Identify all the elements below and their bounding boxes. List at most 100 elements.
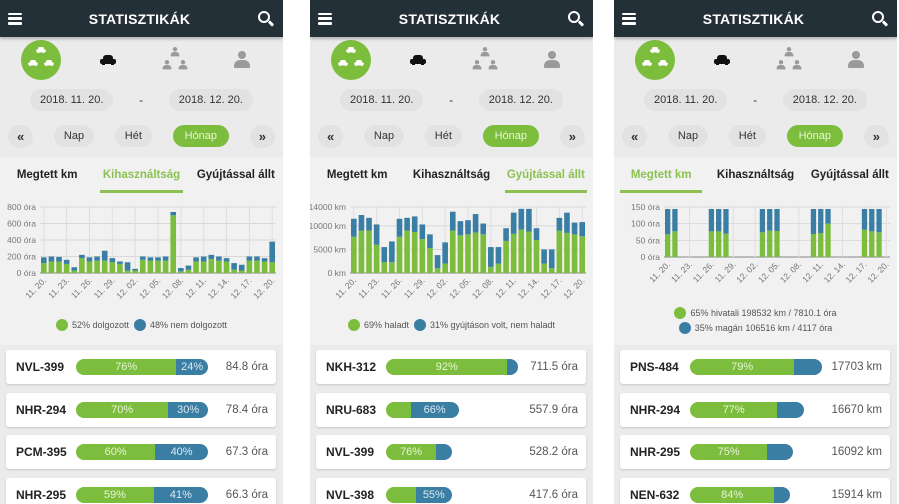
- search-icon[interactable]: [871, 10, 889, 28]
- next-period-button[interactable]: »: [249, 124, 275, 148]
- vehicle-value: 66.3 óra: [225, 488, 268, 501]
- phone-screen-1: STATISZTIKÁK: [0, 0, 283, 504]
- mode-vehicle-button[interactable]: [88, 40, 128, 80]
- period-week-button[interactable]: Hét: [728, 125, 766, 147]
- date-to-picker[interactable]: 2018. 12. 20.: [168, 89, 253, 111]
- period-month-button[interactable]: Hónap: [786, 125, 844, 147]
- next-period-button[interactable]: »: [559, 124, 585, 148]
- svg-text:600 óra: 600 óra: [7, 219, 36, 229]
- mode-groups-button[interactable]: [155, 40, 195, 80]
- mode-groups-button[interactable]: [465, 40, 505, 80]
- progress-green-segment: 77%: [690, 401, 778, 418]
- svg-text:12. 14.: 12. 14.: [515, 275, 540, 300]
- tab-utilization[interactable]: Kihasználtság: [94, 157, 188, 193]
- progress-green-segment: 76%: [76, 359, 177, 375]
- vehicle-value: 711.5 óra: [530, 361, 578, 373]
- mode-user-button[interactable]: [532, 40, 572, 80]
- hamburger-icon[interactable]: [622, 12, 636, 25]
- chart-legend: 69% haladt 31% gyújtáson volt, nem haladt: [310, 319, 593, 331]
- legend-item: 35% magán 106516 km / 4117 óra: [678, 322, 832, 334]
- svg-text:11. 20.: 11. 20.: [333, 275, 358, 300]
- mode-fleet-button[interactable]: [635, 39, 676, 80]
- mode-fleet-button[interactable]: [331, 39, 372, 80]
- period-day-button[interactable]: Nap: [53, 125, 95, 147]
- page-title: STATISZTIKÁK: [88, 10, 191, 27]
- tab-idle-ignition[interactable]: Gyújtással állt: [499, 157, 593, 193]
- app-header: STATISZTIKÁK: [614, 0, 897, 37]
- svg-text:12. 17.: 12. 17.: [228, 275, 253, 300]
- tab-idle-ignition[interactable]: Gyújtással állt: [810, 169, 889, 181]
- tab-utilization[interactable]: Kihasználtság: [412, 169, 491, 181]
- person-icon: [847, 50, 864, 69]
- vehicle-list-item[interactable]: PNS-484 79% 17703 km: [620, 350, 890, 384]
- search-icon[interactable]: [257, 10, 275, 28]
- period-week-button[interactable]: Hét: [114, 125, 152, 147]
- period-month-button[interactable]: Hónap: [172, 125, 230, 147]
- vehicle-list-item[interactable]: NRU-683 66% 557.9 óra: [316, 392, 586, 427]
- mode-user-button[interactable]: [222, 40, 262, 80]
- mode-fleet-button[interactable]: [21, 39, 62, 80]
- vehicle-list-item[interactable]: NEN-632 84% 15914 km: [620, 477, 890, 504]
- tab-distance[interactable]: Megtett km: [326, 169, 388, 181]
- vehicle-list-item[interactable]: NHR-294 77% 16670 km: [620, 392, 890, 427]
- vehicle-list-item[interactable]: NVL-398 55% 417.6 óra: [316, 477, 586, 504]
- prev-period-button[interactable]: «: [8, 124, 34, 148]
- vehicle-list-item[interactable]: NHR-295 59% 41% 66.3 óra: [6, 477, 276, 504]
- legend-swatch-icon: [674, 307, 687, 319]
- vehicle-list-item[interactable]: PCM-395 60% 40% 67.3 óra: [6, 435, 276, 469]
- date-to-picker[interactable]: 2018. 12. 20.: [478, 89, 563, 111]
- vehicle-value: 417.6 óra: [529, 488, 578, 501]
- svg-text:12. 17.: 12. 17.: [843, 259, 868, 284]
- prev-period-button[interactable]: «: [622, 124, 648, 148]
- progress-green-segment: 70%: [76, 401, 169, 418]
- svg-text:11. 20.: 11. 20.: [647, 259, 672, 284]
- tab-distance[interactable]: Megtett km: [16, 169, 78, 181]
- vehicle-list-item[interactable]: NHR-295 75% 16092 km: [620, 435, 890, 469]
- progress-green-segment: 84%: [690, 486, 775, 503]
- people-group-icon: [774, 46, 804, 74]
- vehicle-list-item[interactable]: NKH-312 92% 711.5 óra: [316, 350, 586, 384]
- tab-idle-ignition[interactable]: Gyújtással állt: [196, 169, 275, 181]
- period-week-button[interactable]: Hét: [424, 125, 462, 147]
- hamburger-icon[interactable]: [8, 12, 22, 25]
- date-from-picker[interactable]: 2018. 11. 20.: [340, 89, 424, 111]
- svg-text:12. 11.: 12. 11.: [183, 275, 208, 300]
- vehicle-plate: NHR-295: [16, 487, 67, 502]
- mode-vehicle-button[interactable]: [702, 40, 742, 80]
- search-icon[interactable]: [567, 10, 585, 28]
- mode-vehicle-button[interactable]: [398, 40, 438, 80]
- legend-label: 69% haladt: [363, 320, 409, 330]
- progress-bar-track: 76% 24%: [76, 359, 208, 375]
- svg-text:5000 km: 5000 km: [313, 244, 346, 254]
- car-icon: [714, 54, 731, 65]
- vehicle-list-item[interactable]: NHR-294 70% 30% 78.4 óra: [6, 392, 276, 427]
- vehicle-list: NVL-399 76% 24% 84.8 óra NHR-294 70% 30%…: [6, 350, 276, 504]
- svg-text:12. 02.: 12. 02.: [424, 275, 449, 300]
- mode-groups-button[interactable]: [769, 40, 809, 80]
- legend-swatch-icon: [133, 319, 146, 331]
- progress-bar: 79%: [690, 359, 822, 375]
- vehicle-plate: NVL-399: [326, 445, 375, 459]
- vehicle-plate: NKH-312: [326, 360, 377, 374]
- next-period-button[interactable]: »: [863, 124, 889, 148]
- hamburger-icon[interactable]: [318, 12, 332, 25]
- period-month-button[interactable]: Hónap: [482, 125, 540, 147]
- date-from-picker[interactable]: 2018. 11. 20.: [644, 89, 728, 111]
- chart-card: Megtett km Kihasználtság Gyújtással állt…: [310, 157, 593, 345]
- tab-distance[interactable]: Megtett km: [614, 157, 708, 193]
- svg-text:12. 05.: 12. 05.: [137, 275, 162, 300]
- vehicle-value: 84.8 óra: [225, 361, 268, 373]
- vehicle-list-item[interactable]: NVL-399 76% 528.2 óra: [316, 435, 586, 469]
- progress-bar-track: 75%: [690, 444, 822, 460]
- period-day-button[interactable]: Nap: [363, 125, 405, 147]
- svg-text:12. 14.: 12. 14.: [205, 275, 230, 300]
- prev-period-button[interactable]: «: [318, 124, 344, 148]
- vehicle-list-item[interactable]: NVL-399 76% 24% 84.8 óra: [6, 350, 276, 384]
- period-day-button[interactable]: Nap: [667, 125, 709, 147]
- date-to-picker[interactable]: 2018. 12. 20.: [782, 89, 867, 111]
- date-from-picker[interactable]: 2018. 11. 20.: [30, 89, 114, 111]
- tab-utilization[interactable]: Kihasználtság: [716, 169, 795, 181]
- vehicle-value: 78.4 óra: [225, 403, 268, 416]
- date-range: 2018. 11. 20. - 2018. 12. 20.: [310, 82, 593, 118]
- mode-user-button[interactable]: [836, 40, 876, 80]
